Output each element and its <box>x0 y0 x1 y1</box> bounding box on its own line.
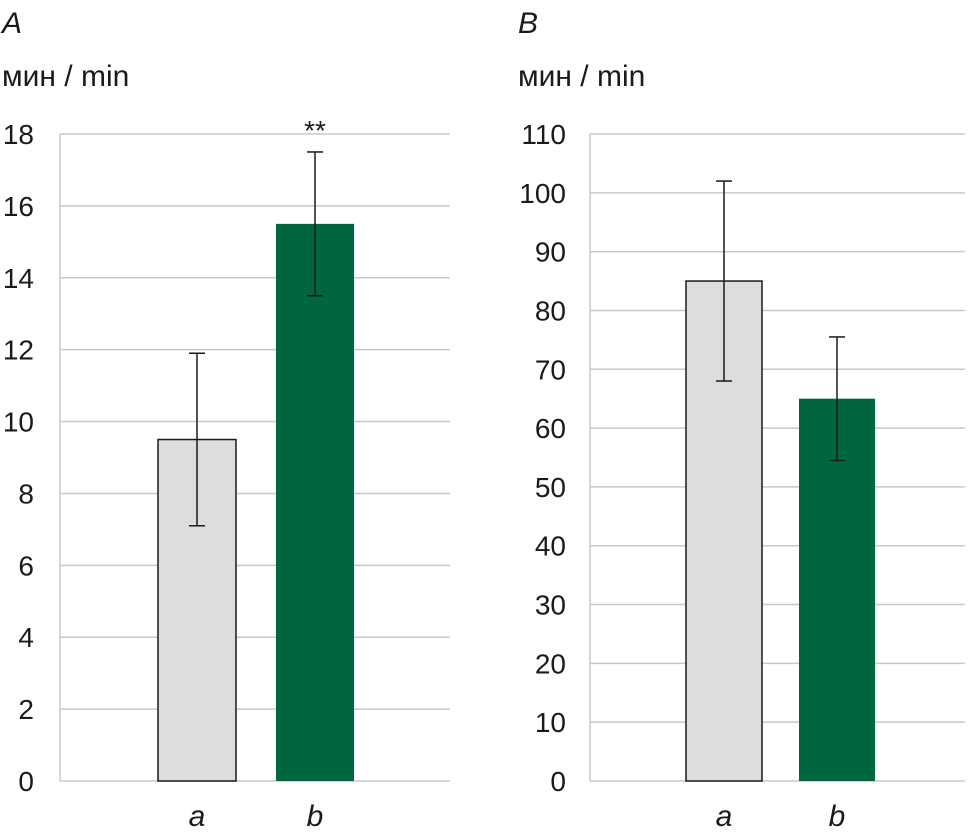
panel-a-y-tick-label: 14 <box>3 263 34 294</box>
panel-b-y-tick-label: 20 <box>535 648 566 679</box>
panel-a-significance-annotation: ** <box>304 115 326 146</box>
panel-a-bars <box>157 223 354 782</box>
panel-b-category-label: a <box>716 800 733 833</box>
panel-b-error-bar-a <box>716 180 732 382</box>
panel-b-y-tick-label: 60 <box>535 413 566 444</box>
panel-b-y-tick-label: 80 <box>535 295 566 326</box>
panel-b-bars <box>685 280 875 782</box>
panel-b-y-tick-label: 70 <box>535 354 566 385</box>
panel-b-y-tick-label: 50 <box>535 472 566 503</box>
panel-b-y-tick-label: 0 <box>550 766 566 797</box>
panel-b-y-tick-label: 110 <box>521 119 566 150</box>
panel-b-y-tick-label: 30 <box>535 590 566 621</box>
panel-a-annotations: ** <box>304 115 326 146</box>
panel-b-y-tick-label: 40 <box>535 531 566 562</box>
panel-b-y-tick-label: 10 <box>535 707 566 738</box>
panel-a-bar-b <box>276 223 354 782</box>
panel-a-category-label: b <box>307 800 324 833</box>
panel-a-y-tick-label: 6 <box>18 550 34 581</box>
panel-a-y-tick-label: 0 <box>18 766 34 797</box>
panel-a-gridlines <box>59 133 450 782</box>
panel-a-y-tick-label: 4 <box>18 622 34 653</box>
panel-b-category-label: b <box>829 800 846 833</box>
panel-a-y-tick-label: 2 <box>18 694 34 725</box>
panel-a-category-label: a <box>189 800 206 833</box>
panel-a-error-bar-b <box>307 151 323 297</box>
panel-b-bar-b <box>799 398 875 781</box>
panel-b-error-bar-b <box>829 336 845 462</box>
panel-b-error-bars <box>716 180 845 462</box>
panel-a-y-tick-label: 10 <box>3 407 34 438</box>
panel-b-y-tick-label: 100 <box>519 178 566 209</box>
panel-b-y-tick-label: 90 <box>535 237 566 268</box>
panel-a-y-unit-label: мин / min <box>2 60 129 93</box>
panel-b-y-tick-labels: 0 10 20 30 40 50 60 70 80 90 100 110 <box>519 119 566 797</box>
panel-b-y-unit-label: мин / min <box>518 60 645 93</box>
panel-b-gridlines <box>589 133 965 782</box>
panel-a-y-tick-labels: 0 2 4 6 8 10 12 14 16 18 <box>3 119 34 797</box>
panel-a-letter: A <box>0 7 22 40</box>
panel-a-error-bars <box>189 151 323 527</box>
panel-a-y-tick-label: 18 <box>3 119 34 150</box>
panel-a-y-tick-label: 16 <box>3 191 34 222</box>
panel-b-letter: B <box>518 7 538 40</box>
panel-a-y-tick-label: 8 <box>18 478 34 509</box>
panel-a-error-bar-a <box>189 352 205 527</box>
panel-a-y-tick-label: 12 <box>3 335 34 366</box>
